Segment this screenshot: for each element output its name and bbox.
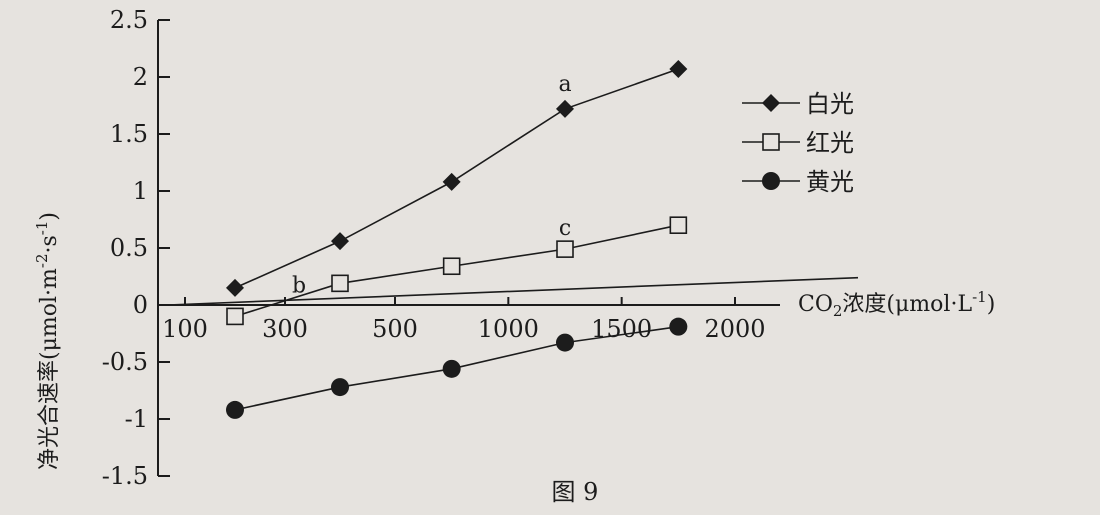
series-3-point xyxy=(442,359,461,378)
x-tick-label: 1500 xyxy=(591,315,652,343)
series-3-point xyxy=(331,378,349,397)
series-3-point xyxy=(226,400,244,419)
y-tick-label: 2.5 xyxy=(110,6,148,34)
y-tick-label: 1.5 xyxy=(110,120,148,148)
x-tick-label: 1000 xyxy=(478,315,539,343)
axes: 2.5 2 1.5 1 0.5 0 -0.5 -1 -1.5 100 300 500 1000 1500 2… xyxy=(102,6,780,490)
series-2-point xyxy=(442,257,461,276)
point-annotation: c xyxy=(559,216,571,241)
y-tick-label: -0.5 xyxy=(102,348,148,376)
series-1-point xyxy=(331,232,349,251)
y-tick-label: 1 xyxy=(133,177,148,205)
point-annotation: a xyxy=(558,72,571,97)
series-2-point xyxy=(669,216,688,234)
chart-marks: a b c xyxy=(167,60,859,419)
figure-caption: 图 9 xyxy=(552,478,599,506)
y-tick-label: -1.5 xyxy=(102,462,148,490)
legend-label: 黄光 xyxy=(806,168,854,196)
y-tick-label: 2 xyxy=(133,63,148,91)
series-3-point xyxy=(556,333,575,352)
series-2-point xyxy=(331,274,349,293)
point-annotation: b xyxy=(292,274,306,299)
legend-marker xyxy=(762,133,780,151)
legend-label: 红光 xyxy=(806,129,854,157)
legend-label: 白光 xyxy=(806,90,854,118)
series-1-point xyxy=(442,172,461,191)
series-1-point xyxy=(669,60,688,79)
reference-line xyxy=(167,276,859,306)
x-tick-label: 500 xyxy=(372,315,418,343)
series-3-point xyxy=(669,317,688,336)
y-tick-label: 0 xyxy=(133,291,148,319)
x-tick-label: 300 xyxy=(262,315,308,343)
series-2-point xyxy=(226,307,244,326)
series-1-point xyxy=(226,278,244,297)
series-2-point xyxy=(556,240,574,258)
x-tick-label: 2000 xyxy=(704,315,765,343)
y-tick-label: 0.5 xyxy=(110,234,148,262)
x-tick-label: 100 xyxy=(162,315,208,343)
y-axis-title: 净光合速率(μmol·m-2·s-1) xyxy=(33,212,62,470)
x-axis-title: CO2浓度(μmol·L-1) xyxy=(798,288,995,320)
series-1-point xyxy=(556,99,575,118)
y-tick-label: -1 xyxy=(125,405,148,433)
legend-marker xyxy=(762,94,780,112)
legend-marker xyxy=(762,172,780,190)
